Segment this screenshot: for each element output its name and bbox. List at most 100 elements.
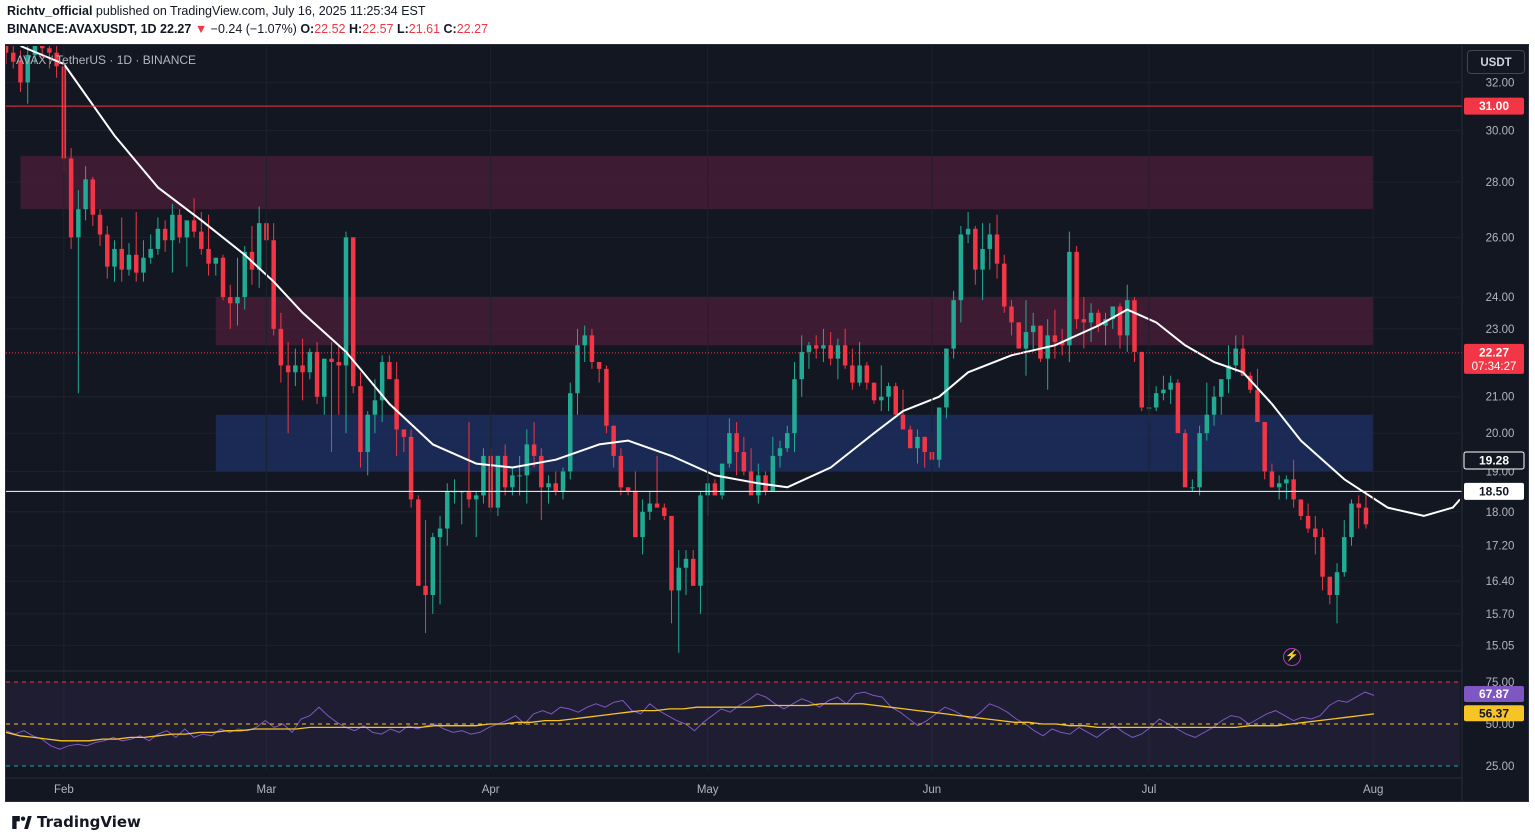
price-axis-tick: 18.00 — [1486, 507, 1515, 519]
candle-body — [1233, 348, 1238, 366]
candle-body — [1038, 325, 1043, 359]
candle-body — [473, 495, 479, 500]
tradingview-logo-text: TradingView — [37, 813, 141, 831]
candle-body — [10, 52, 16, 62]
lightning-icon[interactable]: ⚡ — [1283, 648, 1301, 666]
price-axis-tick: 28.00 — [1486, 177, 1515, 189]
author-name[interactable]: Richtv_official — [7, 4, 93, 18]
currency-button[interactable]: USDT — [1467, 50, 1525, 74]
candle-body — [445, 491, 450, 529]
candle-body — [112, 248, 117, 267]
candle-body — [76, 209, 81, 238]
candle-body — [18, 61, 23, 83]
candle-body — [1211, 396, 1217, 415]
high-value: 22.57 — [362, 22, 394, 36]
candle-body — [220, 257, 226, 298]
candle-body — [936, 407, 942, 460]
candle-body — [944, 348, 949, 408]
candle-body — [1074, 251, 1079, 320]
candle-body — [575, 345, 580, 394]
candle-body — [394, 379, 399, 430]
candle-body — [842, 345, 848, 366]
candle-body — [1161, 389, 1166, 394]
candle-body — [799, 351, 804, 380]
candle-body — [741, 452, 747, 472]
symbol-ohlc-line: BINANCE:AVAXUSDT, 1D 22.27 ▼ −0.24 (−1.0… — [7, 22, 488, 36]
candle-body — [1182, 433, 1188, 488]
candle-body — [242, 251, 247, 298]
candle-body — [408, 436, 414, 500]
tradingview-logo[interactable]: TradingView — [12, 813, 141, 831]
candle-body — [83, 179, 88, 210]
candle-body — [177, 214, 182, 238]
candle-body — [1276, 483, 1282, 488]
candle-body — [1190, 487, 1195, 489]
candle-body — [567, 393, 573, 472]
candle-body — [1262, 422, 1267, 472]
candle-body — [1284, 479, 1289, 484]
last-price-label-bg — [1464, 343, 1524, 374]
candle-body — [777, 448, 783, 456]
candle-body — [633, 491, 638, 538]
candle-body — [857, 365, 862, 383]
rsi-axis-tick: 25.00 — [1486, 761, 1515, 773]
time-axis-tick: Mar — [257, 784, 277, 796]
candle-body — [980, 248, 985, 270]
level-18-50-label-bg — [1464, 482, 1524, 500]
candle-body — [1349, 503, 1354, 538]
candle-body — [596, 362, 602, 369]
candle-body — [690, 558, 696, 586]
price-axis-tick: 32.00 — [1486, 77, 1515, 89]
candle-body — [358, 386, 363, 453]
candle-body — [1059, 341, 1065, 346]
candle-body — [148, 248, 153, 258]
candle-body — [285, 365, 291, 373]
symbol-name: BINANCE:AVAXUSDT, 1D — [7, 22, 157, 36]
candle-body — [387, 362, 392, 380]
candle-body — [965, 228, 971, 235]
footer: TradingView — [0, 806, 1535, 840]
candle-body — [322, 358, 327, 397]
candle-body — [401, 429, 407, 437]
publication-line: Richtv_official published on TradingView… — [7, 4, 426, 18]
candle-body — [213, 257, 219, 264]
price-axis-tick: 21.00 — [1486, 392, 1515, 404]
candle-body — [553, 483, 559, 492]
time-axis-tick: Jul — [1142, 784, 1157, 796]
price-axis-tick: 26.00 — [1486, 232, 1515, 244]
last-price: 22.27 — [160, 22, 192, 36]
candle-body — [618, 455, 624, 488]
candle-body — [1240, 348, 1246, 376]
candle-body — [886, 386, 891, 397]
candle-body — [510, 475, 515, 488]
candle-body — [372, 400, 378, 415]
close-value: 22.27 — [456, 22, 489, 36]
candle-body — [893, 386, 899, 415]
candle-body — [770, 455, 776, 492]
candle-body — [162, 228, 168, 241]
candle-body — [1132, 300, 1137, 352]
candle-body — [1052, 335, 1058, 342]
candle-body — [170, 214, 175, 241]
last-price-label-countdown: 07:34:27 — [1472, 361, 1517, 373]
low-value: 21.61 — [408, 22, 441, 36]
candle-body — [1067, 251, 1072, 346]
candle-body — [821, 345, 826, 349]
candle-body — [1081, 319, 1087, 323]
candle-body — [517, 475, 522, 477]
rsi-ma-value-label: 56.37 — [1479, 706, 1509, 720]
candle-body — [864, 365, 870, 383]
candle-body — [416, 499, 421, 586]
open-label: O: — [300, 22, 315, 36]
candle-body — [1320, 537, 1325, 577]
candle-body — [256, 223, 262, 270]
candle-body — [1175, 382, 1181, 434]
candle-body — [271, 240, 276, 329]
moving-average-line — [20, 46, 1460, 517]
zone-resistance-upper — [20, 155, 1374, 210]
price-plot — [6, 46, 1460, 653]
publication-header: Richtv_official published on TradingView… — [0, 0, 1535, 40]
candle-body — [1298, 499, 1304, 516]
price-axis-tick: 20.00 — [1486, 428, 1515, 440]
